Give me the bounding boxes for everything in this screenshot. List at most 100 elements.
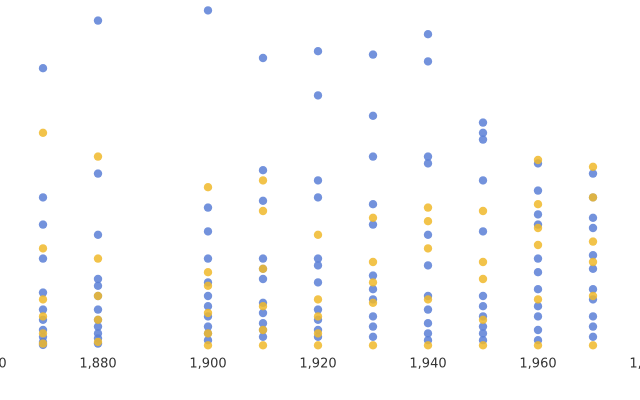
point <box>38 254 48 263</box>
point <box>423 217 433 226</box>
point <box>258 341 268 350</box>
point <box>588 251 598 260</box>
point <box>203 183 213 192</box>
point <box>423 341 433 350</box>
point <box>313 193 323 202</box>
point <box>313 278 323 287</box>
point <box>478 206 488 216</box>
point <box>478 257 488 267</box>
point <box>368 332 378 341</box>
x-tick-label: 1,980 <box>629 357 640 372</box>
point <box>588 162 598 171</box>
point <box>533 200 543 209</box>
x-tick-label: 1,920 <box>299 357 336 372</box>
point <box>93 322 103 331</box>
point <box>93 291 103 301</box>
point <box>423 319 433 328</box>
point <box>478 315 488 324</box>
point <box>313 312 323 321</box>
point <box>588 264 598 273</box>
point <box>203 268 213 277</box>
point <box>588 332 598 341</box>
point <box>258 254 268 263</box>
x-tick-label: 1,960 <box>519 357 556 372</box>
point <box>368 213 378 222</box>
point <box>423 244 433 253</box>
x-tick-label: 1,940 <box>409 357 446 372</box>
point <box>533 254 543 263</box>
point <box>38 312 48 321</box>
point <box>533 210 543 219</box>
point <box>313 254 323 263</box>
point <box>203 302 213 311</box>
point <box>93 16 103 25</box>
point <box>313 176 323 185</box>
point <box>93 254 103 263</box>
point <box>258 206 268 216</box>
point <box>258 325 268 335</box>
point <box>368 220 378 229</box>
point <box>203 227 213 236</box>
point <box>423 57 433 66</box>
point <box>478 341 488 350</box>
point <box>533 268 543 277</box>
point <box>258 302 268 311</box>
point <box>313 261 323 270</box>
point <box>258 196 268 205</box>
point <box>478 291 488 301</box>
point <box>93 152 103 161</box>
point <box>533 312 543 321</box>
point <box>38 193 48 202</box>
point <box>258 308 268 318</box>
point <box>258 166 268 175</box>
point <box>38 244 48 253</box>
point <box>423 203 433 212</box>
point <box>203 329 213 338</box>
point <box>38 305 48 314</box>
point <box>533 186 543 195</box>
point <box>533 302 543 311</box>
point <box>93 315 103 324</box>
point <box>423 159 433 168</box>
point <box>313 91 323 100</box>
point <box>368 257 378 267</box>
point <box>203 281 213 290</box>
point <box>93 230 103 239</box>
point <box>93 274 103 284</box>
point <box>258 264 268 273</box>
point <box>423 261 433 270</box>
point <box>93 281 103 290</box>
point <box>38 220 48 229</box>
point <box>203 341 213 350</box>
point <box>368 278 378 287</box>
point <box>258 176 268 185</box>
point <box>478 302 488 311</box>
point <box>588 213 598 222</box>
point <box>38 288 48 297</box>
point <box>38 339 48 348</box>
point <box>478 135 488 144</box>
point <box>423 329 433 338</box>
point <box>423 30 433 39</box>
point <box>368 322 378 331</box>
point <box>368 200 378 209</box>
point <box>423 230 433 239</box>
point <box>588 341 598 350</box>
x-tick-label: 1,900 <box>189 357 226 372</box>
point <box>313 305 323 314</box>
x-tick-label: 1,860 <box>0 357 7 372</box>
point <box>38 295 48 304</box>
point <box>533 223 543 233</box>
point <box>38 63 48 73</box>
point <box>368 111 378 121</box>
point <box>588 312 598 321</box>
point <box>478 176 488 185</box>
point <box>258 53 268 63</box>
point <box>313 230 323 239</box>
point <box>588 322 598 331</box>
point <box>313 329 323 338</box>
point <box>258 274 268 284</box>
point <box>313 47 323 56</box>
point <box>203 308 213 318</box>
